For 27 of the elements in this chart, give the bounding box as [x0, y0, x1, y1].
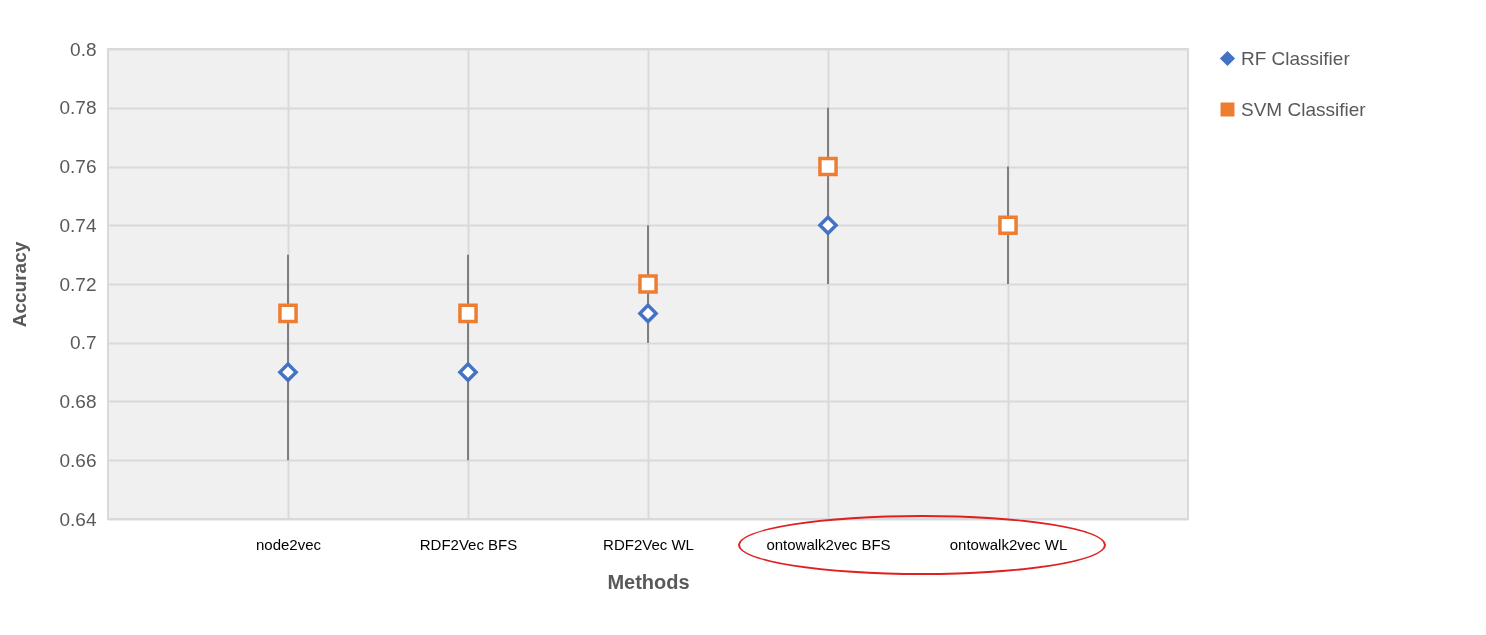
point: [638, 274, 658, 294]
x-axis-title: Methods: [607, 570, 690, 593]
point: [458, 303, 478, 324]
x-tick-label: RDF2Vec BFS: [419, 535, 518, 553]
y-tick-label: 0.64: [59, 508, 97, 530]
y-tick-label: 0.74: [59, 214, 97, 236]
y-tick-label: 0.8: [70, 38, 97, 60]
x-tick-label: node2vec: [255, 535, 322, 553]
y-tick-label: 0.7: [70, 332, 97, 354]
point: [818, 215, 838, 236]
x-tick-label: ontowalk2vec BFS: [766, 535, 891, 553]
y-tick-label: 0.78: [59, 97, 97, 119]
point: [638, 303, 658, 324]
y-tick-label: 0.68: [59, 391, 97, 412]
legend-label: RF Classifier: [1241, 47, 1351, 69]
point: [278, 362, 298, 382]
y-tick-label: 0.76: [59, 156, 97, 177]
y-tick-label: 0.72: [59, 273, 97, 295]
x-tick-label: RDF2Vec WL: [603, 535, 694, 553]
x-tick-label: ontowalk2vec WL: [949, 535, 1068, 553]
legend-label: SVM Classifier: [1241, 98, 1367, 120]
y-tick-label: 0.66: [59, 449, 97, 471]
point: [998, 215, 1018, 236]
y-axis-title: Accuracy: [8, 241, 30, 328]
point: [458, 362, 478, 382]
point: [818, 156, 838, 177]
point: [278, 303, 298, 324]
